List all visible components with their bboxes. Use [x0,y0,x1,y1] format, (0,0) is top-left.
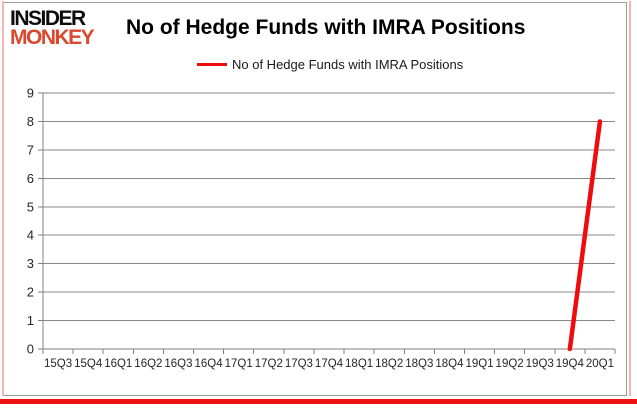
x-axis-tick-label: 19Q2 [496,358,524,370]
y-axis-tick-label: 5 [27,199,34,214]
x-axis-tick-label: 16Q3 [164,358,192,370]
x-axis-tick-label: 19Q1 [465,358,493,370]
chart-title: No of Hedge Funds with IMRA Positions [126,16,526,39]
logo-text-insider: INSIDER [10,7,86,30]
x-axis-tick-label: 16Q1 [104,358,132,370]
series-line [567,119,603,352]
x-axis-tick-label: 17Q3 [285,358,313,370]
logo-text-monkey: MONKEY [10,26,95,50]
x-axis-tick-label: 18Q2 [375,358,403,370]
x-axis-tick-label: 19Q3 [526,358,554,370]
insider-monkey-logo: INSIDER MONKEY [10,7,95,50]
x-axis-tick-label: 18Q4 [435,358,464,370]
x-axis-tick-label: 17Q4 [315,358,344,370]
y-axis-tick-label: 2 [27,285,34,300]
y-axis-tick-label: 4 [27,228,34,243]
image-border-right [629,1,631,396]
x-axis-tick-label: 17Q2 [255,358,283,370]
x-axis-tick-label: 17Q1 [225,358,253,370]
y-axis-tick-label: 8 [27,114,34,129]
y-axis-tick-label: 3 [27,256,34,271]
image-border-left [2,1,4,396]
x-axis-tick-label: 18Q3 [405,358,433,370]
legend-line-swatch [197,63,227,66]
legend-label: No of Hedge Funds with IMRA Positions [232,57,464,72]
x-axis-tick-label: 15Q4 [74,358,103,370]
y-axis-tick-label: 6 [27,171,34,186]
y-axis-tick-label: 0 [27,342,34,357]
y-axis-tick-label: 7 [27,142,34,157]
y-axis-tick-label: 9 [27,86,34,101]
x-axis-tick-label: 16Q4 [195,358,224,370]
x-axis-tick-label: 16Q2 [134,358,162,370]
x-axis-tick-label: 20Q1 [586,358,614,370]
x-axis-tick-label: 15Q3 [44,358,72,370]
x-axis-tick-label: 18Q1 [345,358,373,370]
x-axis-tick-label: 19Q4 [556,358,585,370]
y-axis-tick-label: 1 [27,313,34,328]
legend: No of Hedge Funds with IMRA Positions [197,57,463,72]
bottom-red-bar [0,399,637,404]
